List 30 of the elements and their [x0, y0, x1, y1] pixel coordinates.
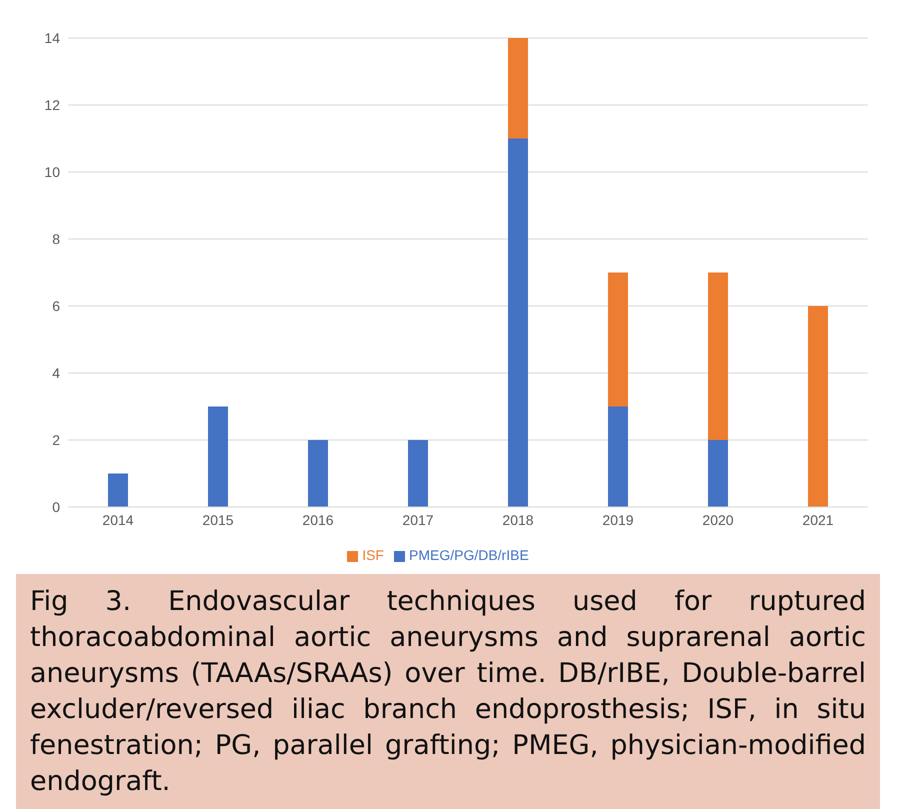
y-tick-label: 6	[52, 298, 60, 314]
x-tick-label: 2020	[702, 512, 734, 528]
x-tick-label: 2014	[102, 512, 134, 528]
bar	[708, 272, 728, 440]
bar	[808, 306, 828, 507]
y-tick-label: 4	[52, 364, 60, 381]
x-tick-label: 2018	[502, 512, 534, 528]
bar	[708, 440, 728, 507]
bar	[508, 138, 528, 507]
caption: Fig 3. Endovascular techniques used for ruptured thoracoabdominal aortic aneurysms and suprarenal aortic aneurysms (TAAAs/SRAAs) over time. DB/rIBE, Double-barrel excluder/reversed iliac branch endoprosthesis; ISF, in situ fenestration; PG, parallel grafting; PMEG, physician-modified endograft.	[16, 574, 880, 809]
bar	[208, 406, 228, 507]
bar	[508, 38, 528, 138]
y-tick-label: 2	[52, 432, 60, 448]
y-tick-label: 8	[52, 230, 60, 247]
x-tick-label: 2016	[302, 512, 334, 528]
bar	[308, 440, 328, 507]
y-tick-label: 10	[44, 164, 60, 180]
x-tick-label: 2021	[802, 512, 834, 528]
y-tick-label: 14	[44, 30, 60, 46]
x-tick-label: 2017	[402, 512, 434, 528]
bar	[608, 406, 628, 507]
x-tick-label: 2015	[202, 512, 234, 528]
bar	[108, 474, 128, 507]
x-tick-label: 2019	[602, 512, 634, 528]
y-tick-label: 12	[44, 96, 60, 113]
bar	[408, 440, 428, 507]
legend-label: ISF	[362, 547, 384, 563]
bar	[608, 272, 628, 406]
legend-label: PMEG/PG/DB/rIBE	[408, 547, 529, 563]
y-tick-label: 0	[52, 498, 60, 515]
